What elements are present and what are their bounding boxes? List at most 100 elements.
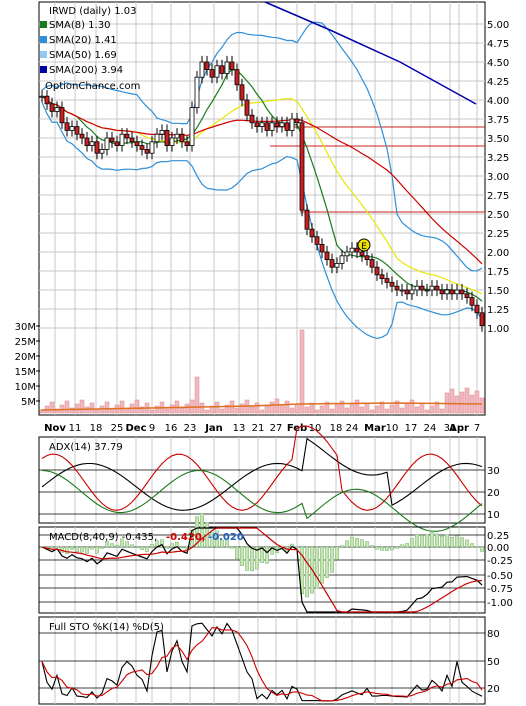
price-tick-label: 4.50	[487, 58, 509, 69]
candle-body	[224, 61, 230, 74]
candle-body	[169, 137, 175, 146]
macd-histogram-bar	[435, 533, 440, 548]
candle-body	[429, 285, 435, 291]
candle-body	[454, 289, 460, 295]
bollinger-upper	[41, 21, 483, 272]
axis-tick-label: 30	[487, 466, 500, 477]
volume-bar	[319, 405, 325, 414]
candle-body	[269, 122, 275, 131]
legend-swatch-sma8	[40, 21, 47, 28]
volume-bar	[194, 376, 200, 414]
volume-bar	[169, 404, 175, 414]
macd-line	[41, 527, 483, 613]
volume-bar	[184, 403, 190, 414]
macd-histogram-bar	[350, 536, 355, 548]
sto-d-line	[41, 627, 483, 702]
candle-body	[124, 133, 130, 139]
candle-body	[209, 69, 215, 78]
axis-tick-label: 50	[487, 657, 500, 668]
candle-body	[424, 289, 430, 292]
date-tick-label: 16	[165, 423, 178, 434]
volume-bar	[79, 399, 85, 414]
date-tick-label: Jan	[204, 423, 223, 434]
candle-body	[149, 141, 155, 154]
macd-histogram-bar	[169, 543, 174, 548]
candle-body	[184, 141, 190, 147]
candle-body	[164, 129, 170, 146]
macd-histogram-bar	[320, 546, 325, 584]
macd-histogram-bar	[365, 541, 370, 548]
macd-histogram-bar	[149, 544, 154, 548]
candle-body	[444, 289, 450, 295]
price-axis: 5.00 4.75 4.50 4.25 4.00 3.75 3.50 3.25 3.00 2.75…	[487, 20, 509, 335]
volume-bar	[179, 407, 185, 414]
macd-histogram-bar	[345, 540, 350, 548]
macd-histogram-bar	[480, 546, 485, 552]
macd-histogram-bar	[340, 545, 345, 548]
macd-histogram-bar	[94, 546, 99, 554]
candle-body	[309, 228, 315, 238]
bollinger-lower	[41, 102, 483, 340]
axis-tick-label: 0.00	[487, 543, 509, 554]
volume-bar	[259, 409, 265, 414]
volume-bar	[64, 400, 70, 414]
volume-bars	[39, 329, 485, 414]
macd-histogram-bar	[99, 546, 104, 549]
axis-tick-label: 20	[487, 684, 500, 695]
candle-body	[289, 118, 295, 131]
axis-tick-label: 10	[487, 510, 500, 521]
volume-bar	[209, 405, 215, 414]
date-tick-label: 23	[184, 423, 197, 434]
candle-body	[59, 107, 65, 124]
macd-histogram-bar	[69, 546, 74, 550]
candle-body	[179, 133, 185, 143]
volume-bar	[349, 403, 355, 414]
macd-histogram-bar	[400, 544, 405, 548]
volume-bar	[224, 404, 230, 414]
price-tick-label: 3.00	[487, 172, 509, 183]
macd-axis: 0.250.00 -0.25 -0.50 -0.75 -1.00	[487, 531, 513, 609]
macd-histogram-bar	[385, 546, 390, 551]
macd-histogram-bar	[390, 546, 395, 551]
volume-bar	[364, 402, 370, 414]
adx-lines	[41, 425, 483, 532]
macd-title-part3: -0.020	[208, 532, 244, 543]
macd-histogram-bar	[455, 535, 460, 548]
candle-body	[239, 84, 245, 101]
sto-k-line	[41, 622, 483, 702]
macd-histogram-bar	[445, 534, 450, 548]
sma8-line	[41, 68, 483, 302]
macd-histogram-bar	[265, 546, 270, 564]
candle-body	[459, 289, 465, 295]
macd-histogram-bar	[325, 546, 330, 578]
candle-body	[284, 122, 290, 131]
date-tick-label: Apr	[449, 423, 469, 434]
price-panel: 5.00 4.75 4.50 4.25 4.00 3.75 3.50 3.25 3.00 2.75…	[15, 1, 509, 434]
volume-bar	[284, 400, 290, 414]
axis-tick-label: 20	[487, 488, 500, 499]
volume-bar	[404, 403, 410, 414]
volume-bar	[279, 404, 285, 414]
macd-histogram-bar	[219, 539, 224, 548]
macd-histogram-bar	[239, 546, 244, 566]
adx-grid	[39, 437, 485, 523]
macd-histogram-bar	[430, 531, 435, 548]
volume-bar	[324, 401, 330, 414]
chart-title: IRWD (daily) 1.03	[49, 6, 136, 17]
volume-bar	[104, 401, 110, 414]
volume-bar	[379, 401, 385, 414]
macd-histogram-bar	[139, 546, 144, 550]
macd-signal-line	[41, 527, 483, 613]
macd-histogram-bar	[79, 546, 84, 553]
volume-bar	[164, 408, 170, 414]
candle-body	[139, 145, 145, 150]
macd-histogram-bar	[470, 543, 475, 548]
axis-tick-label: -1.00	[487, 598, 513, 609]
candle-body	[479, 312, 485, 327]
volume-bar	[359, 406, 365, 414]
macd-histogram-bar	[375, 546, 380, 550]
candle-body	[339, 255, 345, 264]
macd-histogram-bar	[119, 538, 124, 548]
volume-bar	[479, 397, 485, 414]
date-tick-label: 7	[474, 423, 480, 434]
